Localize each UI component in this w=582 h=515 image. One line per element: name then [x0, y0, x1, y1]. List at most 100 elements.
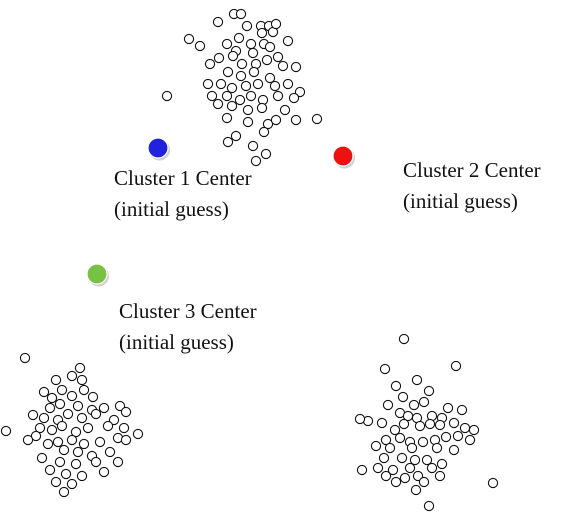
cluster-2-data-point [423, 500, 435, 512]
cluster-1-data-point [272, 51, 284, 63]
cluster-1-data-point [277, 60, 289, 72]
cluster-2-data-point [372, 462, 384, 474]
cluster-1-data-point [294, 86, 306, 98]
cluster-1-data-point [226, 82, 238, 94]
cluster-3-data-point [72, 400, 84, 412]
cluster-3-data-point [58, 486, 70, 498]
cluster-1-data-point [261, 54, 273, 66]
cluster-1-center-label: Cluster 1 Center [114, 166, 252, 190]
cluster-2-guess-label: (initial guess) [403, 189, 518, 213]
cluster-3-data-point [114, 400, 126, 412]
cluster-2-data-point [421, 454, 433, 466]
cluster-3-data-point [76, 412, 88, 424]
cluster-2-data-point [411, 374, 423, 386]
cluster-1-data-point [245, 90, 257, 102]
cluster-1-data-point [288, 92, 300, 104]
cluster-3-data-point [44, 464, 56, 476]
cluster-3-data-point [70, 458, 82, 470]
cluster-2-data-point [448, 444, 460, 456]
cluster-2-data-point [417, 436, 429, 448]
cluster-1-guess-label: (initial guess) [114, 197, 229, 221]
cluster-1-data-point [222, 136, 234, 148]
cluster-1-data-point [222, 66, 234, 78]
cluster-2-data-point [390, 476, 402, 488]
cluster-3-data-point [34, 422, 46, 434]
cluster-3-data-point [30, 430, 42, 442]
cluster-3-data-point [120, 406, 132, 418]
cluster-3-data-point [62, 408, 74, 420]
cluster-3-center-label: Cluster 3 Center [119, 299, 257, 323]
cluster-2-data-point [378, 452, 390, 464]
cluster-2-data-point [406, 442, 418, 454]
cluster-3-data-point [66, 370, 78, 382]
cluster-3-data-point [78, 384, 90, 396]
cluster-3-data-point [108, 414, 120, 426]
cluster-1-data-point [247, 47, 259, 59]
cluster-3-data-point [82, 422, 94, 434]
cluster-1-data-point [221, 90, 233, 102]
cluster-3-data-point [52, 436, 64, 448]
cluster-2-center-label: Cluster 2 Center [403, 158, 541, 182]
cluster-3-data-point [36, 452, 48, 464]
cluster-1-data-point [240, 80, 252, 92]
cluster-1-data-point [247, 140, 259, 152]
cluster-2-data-point [431, 442, 443, 454]
cluster-2-data-point [442, 402, 454, 414]
cluster-1-data-point [221, 112, 233, 124]
cluster-2-data-point [389, 424, 401, 436]
cluster-1-data-point [215, 78, 227, 90]
cluster-1-data-point [270, 18, 282, 30]
cluster-1-data-point [252, 78, 264, 90]
cluster-3-data-point [56, 384, 68, 396]
cluster-2-data-point [397, 391, 409, 403]
cluster-3-data-point [38, 412, 50, 424]
cluster-2-data-point [354, 413, 366, 425]
cluster-3-data-point [102, 420, 114, 432]
cluster-3-data-point [72, 446, 84, 458]
cluster-2-data-point [468, 424, 480, 436]
cluster-1-data-point [270, 114, 282, 126]
cluster-3-data-point [87, 391, 99, 403]
cluster-1-data-point [235, 8, 247, 20]
cluster-2-data-point [450, 360, 462, 372]
cluster-2-data-point [412, 470, 424, 482]
cluster-3-data-point [22, 434, 34, 446]
cluster-2-label: Cluster 2 Center (initial guess) [403, 155, 541, 217]
cluster-2-center-marker [332, 145, 354, 167]
cluster-3-center-marker [86, 263, 108, 285]
cluster-1-data-point [206, 90, 218, 102]
cluster-2-data-point [424, 418, 436, 430]
cluster-1-data-point [213, 52, 225, 64]
cluster-2-data-point [409, 454, 421, 466]
cluster-1-data-point [233, 32, 245, 44]
cluster-3-guess-label: (initial guess) [119, 330, 234, 354]
cluster-2-data-point [418, 476, 430, 488]
cluster-1-data-point [258, 126, 270, 138]
cluster-3-data-point [94, 436, 106, 448]
cluster-1-data-point [242, 104, 254, 116]
cluster-2-data-point [459, 422, 471, 434]
cluster-3-data-point [58, 444, 70, 456]
cluster-1-data-point [236, 58, 248, 70]
cluster-3-data-point [112, 456, 124, 468]
cluster-1-data-point [256, 27, 268, 39]
cluster-1-data-point [282, 35, 294, 47]
cluster-3-data-point [76, 374, 88, 386]
cluster-1-data-point [245, 38, 257, 50]
cluster-3-data-point [118, 422, 130, 434]
cluster-1-data-point [227, 50, 239, 62]
cluster-2-data-point [448, 417, 460, 429]
cluster-1-data-point [269, 80, 281, 92]
cluster-2-data-point [423, 385, 435, 397]
cluster-2-data-point [410, 484, 422, 496]
cluster-1-data-point [279, 104, 291, 116]
cluster-2-data-point [380, 470, 392, 482]
cluster-1-data-point [183, 33, 195, 45]
cluster-1-data-point [194, 40, 206, 52]
cluster-2-data-point [396, 452, 408, 464]
cluster-2-data-point [390, 380, 402, 392]
cluster-3-data-point [66, 478, 78, 490]
cluster-3-data-point [132, 428, 144, 440]
cluster-3-data-point [50, 374, 62, 386]
